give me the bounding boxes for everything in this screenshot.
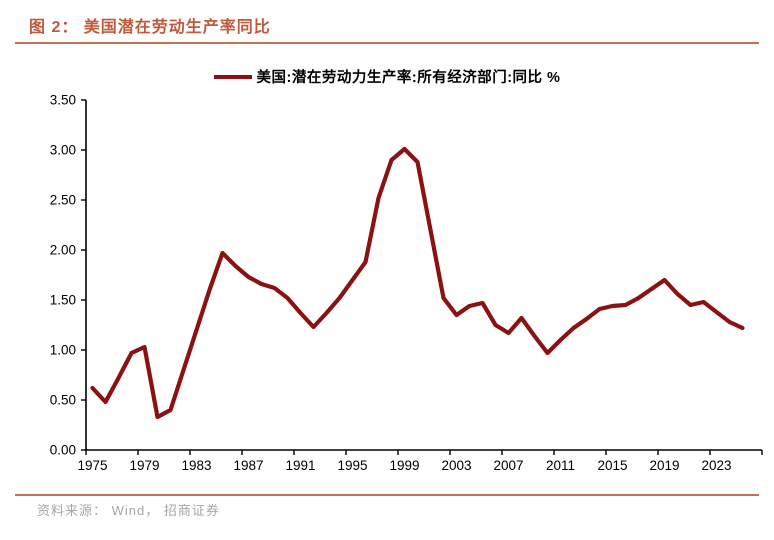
x-tick-label: 2007 — [493, 458, 523, 473]
legend-line-swatch — [213, 74, 252, 79]
title-divider — [15, 42, 759, 44]
figure-title: 图 2： 美国潜在劳动生产率同比 — [29, 19, 271, 36]
x-tick-label: 1987 — [233, 458, 263, 473]
x-tick-label: 1999 — [389, 458, 419, 473]
y-tick-label: 0.50 — [50, 393, 76, 408]
x-tick-label: 1991 — [285, 458, 315, 473]
x-tick-label: 1979 — [129, 458, 159, 473]
x-tick-label: 2023 — [701, 458, 731, 473]
footer-divider — [15, 494, 759, 496]
y-tick-label: 2.50 — [50, 193, 76, 208]
x-tick-label: 2019 — [649, 458, 679, 473]
y-tick-label: 2.00 — [50, 243, 76, 258]
x-tick-label: 2015 — [597, 458, 627, 473]
source-note: 资料来源： Wind， 招商证券 — [37, 503, 220, 518]
x-tick-label: 1995 — [337, 458, 367, 473]
y-tick-label: 3.00 — [50, 143, 76, 158]
x-tick-label: 1983 — [181, 458, 211, 473]
x-tick-label: 2011 — [546, 458, 575, 473]
series-line-us-potential-labor-productivity — [90, 146, 745, 420]
y-tick-label: 3.50 — [50, 93, 76, 108]
chart-legend: 美国:潜在劳动力生产率:所有经济部门:同比 % — [0, 66, 774, 87]
y-tick-label: 0.00 — [50, 443, 76, 458]
legend-series-label: 美国:潜在劳动力生产率:所有经济部门:同比 % — [256, 70, 561, 86]
x-tick-label: 2003 — [441, 458, 471, 473]
y-tick-label: 1.00 — [50, 343, 76, 358]
y-tick-label: 1.50 — [50, 293, 76, 308]
x-tick-label: 1975 — [77, 458, 107, 473]
